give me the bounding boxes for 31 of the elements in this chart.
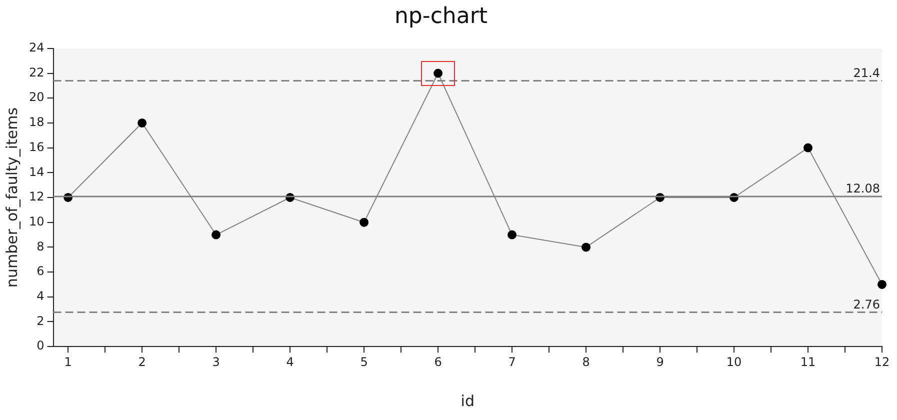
y-tick-label: 6 xyxy=(36,264,44,278)
x-tick-label: 12 xyxy=(874,354,890,369)
x-tick-label: 8 xyxy=(582,354,590,369)
chart-title: np-chart xyxy=(394,4,488,29)
y-tick-label: 10 xyxy=(28,214,44,228)
x-tick-label: 1 xyxy=(64,354,72,369)
ref-line-label: 21.4 xyxy=(853,66,880,80)
x-tick-label: 3 xyxy=(212,354,220,369)
y-tick-label: 4 xyxy=(36,289,44,304)
x-tick-label: 4 xyxy=(286,354,294,369)
y-axis-title: number_of_faulty_items xyxy=(2,107,21,288)
x-tick-label: 5 xyxy=(360,354,368,369)
x-tick-label: 10 xyxy=(726,354,742,369)
x-tick-label: 9 xyxy=(656,354,664,369)
y-tick-label: 2 xyxy=(36,314,44,328)
x-tick-label: 2 xyxy=(138,354,146,369)
x-tick-label: 11 xyxy=(800,354,816,369)
y-tick-label: 12 xyxy=(28,190,44,204)
y-tick-label: 18 xyxy=(28,115,44,130)
x-tick-label: 6 xyxy=(434,354,442,369)
y-tick-label: 8 xyxy=(36,239,44,254)
y-tick-label: 16 xyxy=(28,140,44,154)
ref-line-label: 2.76 xyxy=(853,297,880,312)
y-tick-label: 14 xyxy=(28,164,44,179)
x-tick-label: 7 xyxy=(508,354,516,369)
y-tick-label: 0 xyxy=(36,338,44,353)
ref-line-label: 12.08 xyxy=(846,182,880,196)
y-tick-label: 20 xyxy=(28,90,44,104)
y-tick-label: 24 xyxy=(28,40,44,55)
y-tick-label: 22 xyxy=(28,65,44,80)
x-axis-title: id xyxy=(460,392,474,410)
